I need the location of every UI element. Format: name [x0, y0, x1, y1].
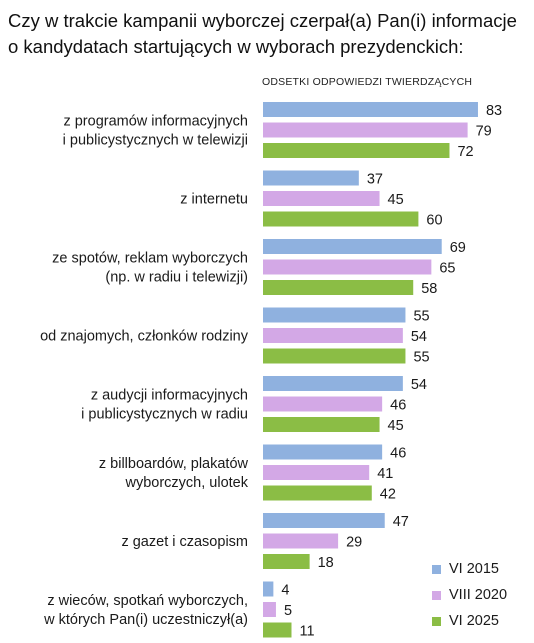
- data-label: 42: [380, 487, 396, 503]
- category-label: z internetu: [180, 192, 248, 208]
- category-label: od znajomych, członków rodziny: [40, 329, 249, 345]
- bar: [263, 533, 339, 549]
- bar: [263, 170, 359, 186]
- bar: [263, 122, 468, 138]
- data-label: 54: [411, 377, 427, 393]
- bar: [263, 102, 478, 117]
- data-label: 4: [281, 583, 289, 599]
- category-label: z gazet i czasopism: [121, 534, 248, 550]
- category-label: (np. w radiu i telewizji): [105, 270, 248, 286]
- bar: [263, 376, 403, 391]
- bar: [263, 239, 442, 254]
- data-label: 55: [413, 309, 429, 325]
- legend-item: VI 2015: [432, 556, 507, 582]
- data-label: 65: [439, 261, 455, 277]
- legend-item: VI 2025: [432, 608, 507, 634]
- data-label: 47: [393, 514, 409, 530]
- chart-title: Czy w trakcie kampanii wyborczej czerpał…: [8, 10, 517, 57]
- bar: [263, 465, 370, 480]
- legend-swatch: [432, 590, 441, 600]
- bar: [263, 280, 414, 295]
- bar: [263, 581, 274, 597]
- category-label: i publicystycznych w telewizji: [63, 133, 248, 149]
- data-label: 46: [390, 446, 406, 462]
- bar: [263, 143, 450, 158]
- category-label: i publicystycznych w radiu: [81, 407, 248, 423]
- data-label: 18: [318, 555, 334, 571]
- bar: [263, 622, 292, 638]
- legend-label: VI 2015: [449, 561, 499, 577]
- legend-item: VIII 2020: [432, 582, 507, 608]
- category-label: w których Pan(i) uczestniczył(a): [43, 612, 248, 628]
- category-label: z audycji informacyjnych: [91, 388, 248, 404]
- data-label: 60: [426, 213, 442, 229]
- data-label: 29: [346, 535, 362, 551]
- bar: [263, 444, 383, 460]
- data-label: 79: [476, 124, 492, 140]
- data-label: 41: [377, 466, 393, 482]
- data-label: 58: [421, 281, 437, 297]
- legend-swatch: [432, 616, 441, 626]
- bar: [263, 485, 372, 501]
- category-label: wyborczych, ulotek: [125, 475, 249, 491]
- data-label: 72: [457, 144, 473, 160]
- data-label: 45: [388, 418, 404, 434]
- bar: [263, 396, 383, 412]
- chart-legend: VI 2015 VIII 2020 VI 2025: [432, 556, 507, 634]
- bar: [263, 191, 380, 206]
- bar: [263, 513, 385, 528]
- data-label: 46: [390, 398, 406, 414]
- category-label: ze spotów, reklam wyborczych: [52, 251, 248, 267]
- data-label: 37: [367, 172, 383, 188]
- bar: [263, 602, 276, 617]
- category-label: z programów informacyjnych: [63, 114, 248, 130]
- category-label: z wieców, spotkań wyborczych,: [47, 593, 248, 609]
- legend-label: VIII 2020: [449, 587, 508, 603]
- bar: [263, 328, 403, 343]
- data-label: 83: [486, 103, 502, 119]
- bar: [263, 259, 432, 275]
- bar: [263, 417, 380, 432]
- data-label: 54: [411, 329, 427, 345]
- chart-subtitle: ODSETKI ODPOWIEDZI TWIERDZĄCYCH: [262, 76, 473, 88]
- legend-swatch: [432, 564, 441, 574]
- category-label: z billboardów, plakatów: [99, 456, 249, 472]
- bar: [263, 554, 310, 569]
- data-label: 69: [450, 240, 466, 256]
- data-label: 45: [388, 192, 404, 208]
- bar: [263, 348, 406, 364]
- bar: [263, 211, 419, 227]
- legend-label: VI 2025: [449, 613, 499, 629]
- bar: [263, 307, 406, 323]
- data-label: 5: [284, 603, 292, 619]
- data-label: 11: [299, 624, 314, 640]
- data-label: 55: [413, 350, 429, 366]
